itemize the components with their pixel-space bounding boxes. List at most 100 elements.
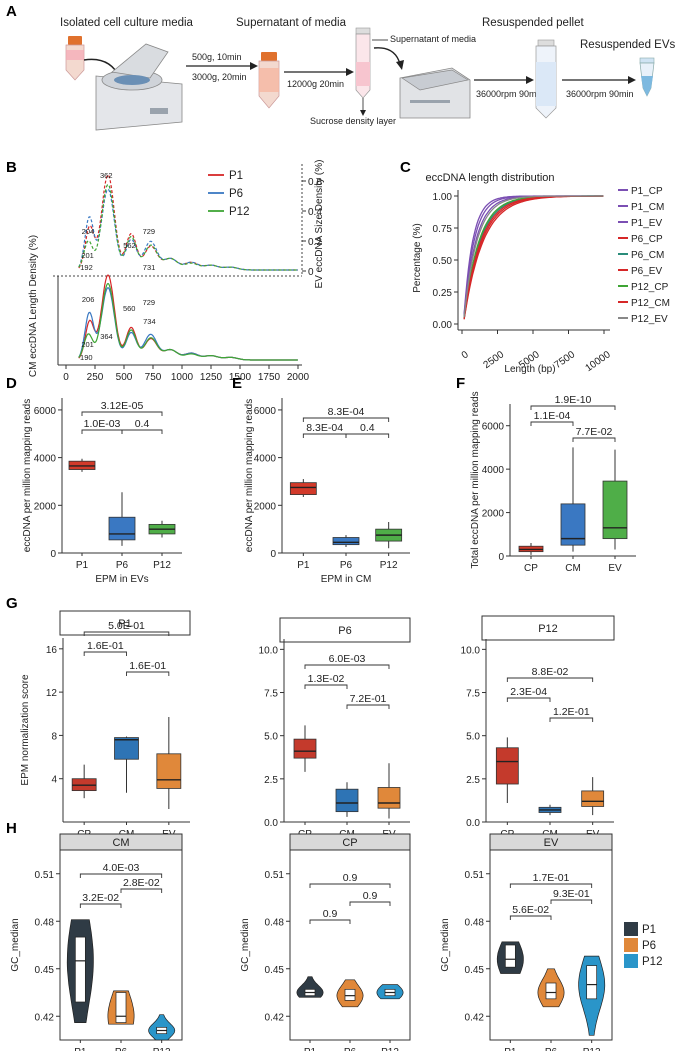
x-tick-label: P1 xyxy=(504,1047,517,1051)
y-axis-label: Total eccDNA per million mapping reads xyxy=(470,391,481,568)
p-value-label: 3.2E-02 xyxy=(82,892,119,904)
c-x-tick-label: 2500 xyxy=(482,349,507,371)
c-series-p6_cm xyxy=(463,195,604,319)
violin-inner-box xyxy=(545,982,557,1000)
significance-bracket xyxy=(506,697,551,702)
h-legend-swatch-p12 xyxy=(624,954,638,968)
y-tick-label: 0.45 xyxy=(265,965,285,976)
p-value-label: 1.9E-10 xyxy=(555,394,592,406)
y-tick-label: 6000 xyxy=(482,422,505,433)
y-axis-label: GC_median xyxy=(240,918,251,971)
y-tick-label: 0 xyxy=(498,552,504,563)
c-series-p12_cm xyxy=(463,195,604,319)
significance-bracket xyxy=(509,883,593,888)
b-peak-label-bottom: 201 xyxy=(81,340,94,349)
y-tick-label: 0.51 xyxy=(465,870,485,881)
x-tick-label: CP xyxy=(524,563,538,574)
y-tick-label: 0.45 xyxy=(465,965,485,976)
b-peak-label-top: 192 xyxy=(80,263,93,272)
p-value-label: 3.12E-05 xyxy=(101,400,144,412)
b-legend: P1 P6 P12 xyxy=(208,170,249,218)
significance-bracket xyxy=(83,631,170,636)
significance-bracket xyxy=(346,704,390,709)
x-axis-label: EPM in CM xyxy=(321,574,372,585)
y-tick-label: 0.0 xyxy=(264,818,278,829)
box-body xyxy=(156,753,182,789)
x-tick-label: P12 xyxy=(583,1047,601,1051)
c-ylabel: Percentage (%) xyxy=(412,223,423,292)
pellet-tube-icon xyxy=(535,39,557,119)
y-tick-label: 0.48 xyxy=(265,917,285,928)
significance-bracket xyxy=(79,903,122,908)
b-x-tick-label: 1750 xyxy=(258,372,281,383)
box-body xyxy=(114,737,139,760)
significance-bracket xyxy=(304,684,348,689)
y-tick-label: 0.42 xyxy=(265,1012,285,1023)
c-legend-label: P12_EV xyxy=(631,314,668,325)
c-x-tick-label: 0 xyxy=(460,349,471,361)
b-series-ev-p1 xyxy=(78,174,298,271)
significance-bracket xyxy=(83,651,127,656)
p-value-label: 1.6E-01 xyxy=(129,660,166,672)
step-resuspended-pellet: Resuspended pellet xyxy=(482,17,584,29)
b-peak-label-bottom: 734 xyxy=(143,317,156,326)
b-peak-label-top: 729 xyxy=(143,227,156,236)
p-value-label: 1.7E-01 xyxy=(533,872,570,884)
y-tick-label: 6000 xyxy=(34,406,57,417)
h-legend-swatch-p6 xyxy=(624,938,638,952)
panel-d: D eccDNA per million mapping reads 0 2000 4… xyxy=(6,375,182,585)
p-value-label: 0.9 xyxy=(343,872,358,884)
y-tick-label: 4000 xyxy=(34,454,57,465)
spin-2-label: 12000g 20min xyxy=(287,79,344,89)
y-tick-label: 0.48 xyxy=(35,917,55,928)
b-series-cm-p6 xyxy=(78,287,298,361)
x-tick-label: P12 xyxy=(381,1047,399,1051)
y-tick-label: 2000 xyxy=(254,501,277,512)
significance-bracket xyxy=(349,901,391,906)
p-value-label: 4.0E-03 xyxy=(103,862,140,874)
significance-bracket xyxy=(304,664,390,669)
x-tick-label: P1 xyxy=(74,1047,87,1051)
b-legend-label-p1: P1 xyxy=(229,170,243,182)
y-tick-label: 16 xyxy=(46,645,58,656)
b-legend-label-p12: P12 xyxy=(229,206,249,218)
b-series-cm-p12 xyxy=(78,283,298,361)
y-tick-label: 7.5 xyxy=(466,689,480,700)
ultracentrifuge-tube-icon xyxy=(355,27,371,99)
c-series-p6_ev xyxy=(463,195,604,320)
b-right-tick-label: 0.4 xyxy=(308,207,322,218)
ultracentrifuge-icon xyxy=(399,67,471,119)
c-legend-label: P6_CM xyxy=(631,250,664,261)
box-body xyxy=(495,747,519,785)
significance-bracket xyxy=(506,677,594,682)
y-tick-label: 0.45 xyxy=(35,965,55,976)
facet-strip xyxy=(279,617,411,643)
b-legend-label-p6: P6 xyxy=(229,188,243,200)
significance-bracket xyxy=(121,429,163,434)
p-value-label: 0.4 xyxy=(135,418,150,430)
b-peak-label-bottom: 729 xyxy=(143,298,156,307)
x-tick-label: P1 xyxy=(304,1047,317,1051)
p-value-label: 6.0E-03 xyxy=(329,653,366,665)
panel-label-c: C xyxy=(400,159,411,176)
significance-bracket xyxy=(126,671,170,676)
box-body xyxy=(581,790,605,807)
c-y-tick-label: 0.25 xyxy=(433,288,453,299)
c-series-p6_cp xyxy=(463,195,604,320)
p-value-label: 0.4 xyxy=(360,422,375,434)
y-tick-label: 0.42 xyxy=(35,1012,55,1023)
panel-label-d: D xyxy=(6,375,17,392)
b-peak-label-top: 204 xyxy=(82,227,95,236)
y-tick-label: 7.5 xyxy=(264,689,278,700)
c-y-tick-label: 0.50 xyxy=(433,256,453,267)
b-x-tick-label: 1000 xyxy=(171,372,194,383)
panel-label-h: H xyxy=(6,820,17,837)
panel-f: F Total eccDNA per million mapping reads… xyxy=(456,375,636,574)
y-tick-label: 2000 xyxy=(482,509,505,520)
b-x-tick-label: 750 xyxy=(145,372,162,383)
p-value-label: 7.2E-01 xyxy=(350,693,387,705)
c-series-p1_ev xyxy=(463,195,604,317)
c-legend-label: P12_CP xyxy=(631,282,669,293)
violin-inner-box xyxy=(586,965,598,1000)
facet-strip xyxy=(481,615,615,641)
